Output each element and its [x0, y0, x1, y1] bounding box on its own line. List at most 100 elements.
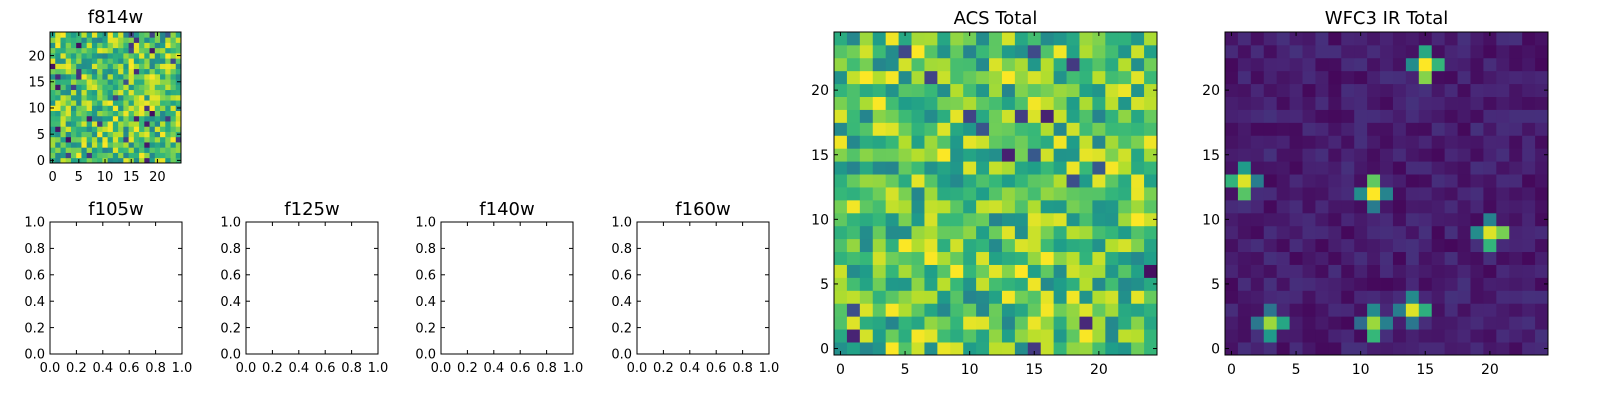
heatmap-cell: [112, 157, 119, 164]
heatmap-cell: [1027, 199, 1042, 214]
heatmap-cell: [1341, 148, 1355, 162]
x-tick-label: 20: [1481, 362, 1499, 378]
heatmap-cell: [872, 251, 887, 265]
heatmap-cell: [175, 42, 182, 49]
heatmap-cell: [165, 89, 171, 96]
heatmap-cell: [1053, 57, 1067, 72]
heatmap-cell: [963, 174, 977, 188]
heatmap-cell: [55, 84, 61, 91]
heatmap-cell: [963, 32, 977, 46]
heatmap-cell: [60, 121, 67, 127]
heatmap-cell: [1040, 251, 1055, 265]
heatmap-cell: [149, 84, 156, 91]
heatmap-cell: [1225, 251, 1239, 265]
heatmap-cell: [160, 47, 166, 54]
heatmap-cell: [1444, 225, 1458, 240]
heatmap-cell: [834, 57, 848, 72]
heatmap-cell: [1457, 122, 1471, 136]
heatmap-cell: [81, 126, 88, 132]
heatmap-cell: [1040, 32, 1055, 46]
heatmap-cell: [1118, 264, 1132, 278]
heatmap-cell: [160, 131, 166, 138]
heatmap-cell: [872, 148, 887, 162]
heatmap-cell: [834, 264, 848, 278]
heatmap-cell: [885, 277, 899, 291]
heatmap-cell: [1522, 238, 1536, 253]
heatmap-cell: [1014, 277, 1029, 291]
heatmap-cell: [160, 157, 166, 164]
heatmap-cell: [846, 174, 861, 188]
heatmap-cell: [872, 329, 887, 343]
heatmap-cell: [1470, 187, 1484, 201]
heatmap-cell: [1289, 225, 1303, 240]
heatmap-cell: [97, 79, 103, 85]
heatmap-cell: [1225, 70, 1239, 85]
heatmap-cell: [911, 174, 925, 188]
heatmap-cell: [1289, 290, 1303, 304]
heatmap-cell: [118, 73, 124, 80]
heatmap-cell: [1444, 122, 1458, 136]
heatmap-cell: [1027, 290, 1042, 304]
heatmap-cell: [950, 148, 964, 162]
heatmap-cell: [1144, 264, 1158, 278]
heatmap-cell: [1053, 290, 1067, 304]
heatmap-cell: [170, 42, 177, 49]
heatmap-cell: [123, 42, 129, 49]
heatmap-cell: [859, 342, 874, 356]
heatmap-cell: [1522, 187, 1536, 201]
heatmap-cell: [55, 68, 61, 75]
heatmap-cell: [1418, 135, 1433, 149]
heatmap-cell: [118, 37, 124, 43]
heatmap-cell: [86, 121, 93, 127]
heatmap-cell: [898, 161, 912, 175]
heatmap-cell: [55, 42, 61, 49]
heatmap-cell: [97, 42, 103, 49]
heatmap-cell: [1405, 238, 1420, 253]
x-tick-label: 0.0: [40, 361, 61, 376]
heatmap-cell: [1470, 199, 1484, 214]
heatmap-cell: [1354, 109, 1368, 123]
heatmap-cell: [1367, 96, 1381, 110]
heatmap-cell: [107, 121, 114, 127]
heatmap-cell: [128, 136, 135, 143]
heatmap-cell: [924, 316, 938, 330]
heatmap-cell: [1066, 303, 1080, 317]
heatmap-cell: [1040, 316, 1055, 330]
heatmap-cell: [97, 142, 103, 148]
heatmap-cell: [154, 131, 161, 138]
heatmap-cell: [976, 57, 990, 72]
heatmap-cell: [139, 100, 145, 106]
heatmap-cell: [160, 152, 166, 159]
heatmap-cell: [1001, 329, 1016, 343]
heatmap-cell: [1315, 83, 1329, 97]
heatmap-cell: [1328, 277, 1342, 291]
heatmap-cell: [859, 44, 874, 59]
heatmap-cell: [76, 47, 82, 54]
heatmap-cell: [1457, 109, 1471, 123]
heatmap-cell: [1250, 96, 1265, 110]
heatmap-cell: [1053, 303, 1067, 317]
heatmap-cell: [911, 251, 925, 265]
heatmap-cell: [123, 110, 129, 117]
heatmap-cell: [1092, 174, 1106, 188]
heatmap-cell: [165, 84, 171, 91]
heatmap-cell: [1302, 316, 1316, 330]
heatmap-cell: [1131, 148, 1145, 162]
heatmap-cell: [1354, 212, 1368, 227]
heatmap-cell: [1250, 290, 1265, 304]
heatmap-cell: [1144, 122, 1158, 136]
heatmap-cell: [989, 264, 1003, 278]
heatmap-cell: [1431, 303, 1446, 317]
heatmap-cell: [1092, 251, 1106, 265]
heatmap-cell: [1079, 187, 1093, 201]
heatmap-cell: [86, 84, 93, 91]
heatmap-cell: [1367, 70, 1381, 85]
heatmap-cell: [1496, 96, 1510, 110]
heatmap-cell: [1237, 290, 1252, 304]
heatmap-cell: [1105, 70, 1119, 85]
heatmap-cell: [1263, 70, 1278, 85]
heatmap-cell: [1289, 96, 1303, 110]
heatmap-cell: [1470, 122, 1484, 136]
heatmap-cell: [937, 57, 951, 72]
